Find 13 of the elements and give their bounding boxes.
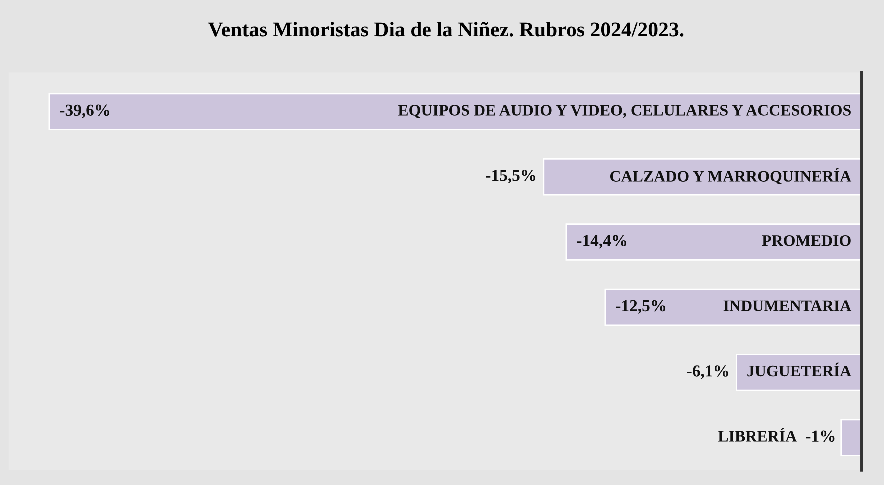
data-label: -15,5%	[486, 170, 536, 184]
data-label: -39,6%	[60, 104, 110, 118]
data-label: -12,5%	[616, 300, 666, 314]
y-tick-label: CALZADO Y MARROQUINERÍA	[610, 168, 852, 184]
y-tick-label: LIBRERÍA	[718, 428, 797, 442]
y-tick-label: EQUIPOS DE AUDIO Y VIDEO, CELULARES Y ACCESORIOS	[398, 105, 851, 118]
chart-title: Ventas Minoristas Dia de la Niñez. Rubros 2024/2023.	[208, 22, 684, 37]
data-label: -6,1%	[687, 366, 728, 380]
y-tick-label: PROMEDIO	[762, 236, 851, 246]
data-label: -14,4%	[577, 235, 627, 249]
y-tick-label: JUGUETERÍA	[748, 362, 852, 377]
data-label: -1%	[806, 430, 835, 442]
y-tick-label: INDUMENTARIA	[724, 300, 852, 312]
